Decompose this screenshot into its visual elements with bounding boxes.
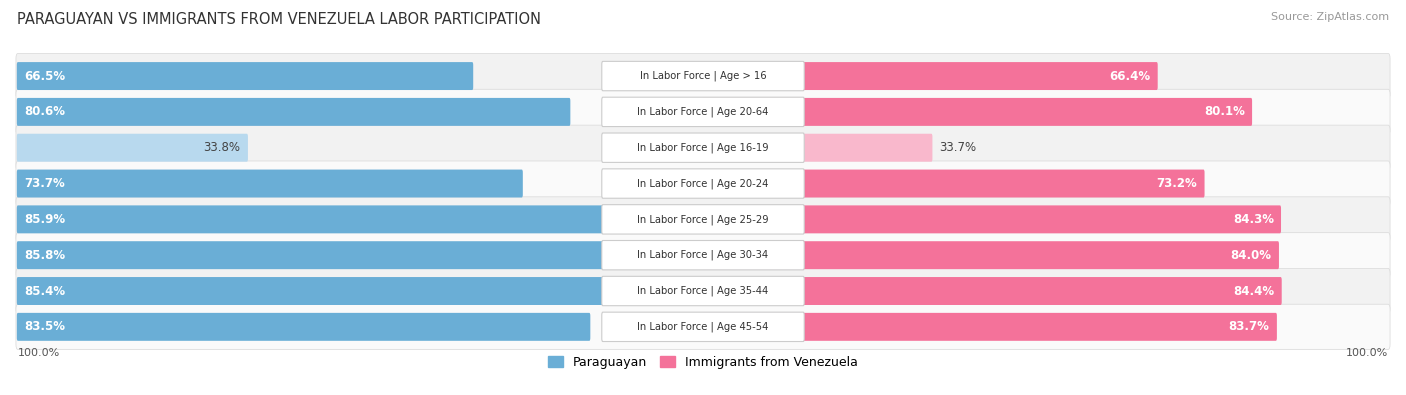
FancyBboxPatch shape bbox=[702, 313, 1277, 341]
Text: In Labor Force | Age > 16: In Labor Force | Age > 16 bbox=[640, 71, 766, 81]
Text: 85.4%: 85.4% bbox=[24, 284, 65, 297]
Text: 100.0%: 100.0% bbox=[1346, 348, 1388, 358]
Text: 100.0%: 100.0% bbox=[18, 348, 60, 358]
Text: 73.7%: 73.7% bbox=[24, 177, 65, 190]
Text: Source: ZipAtlas.com: Source: ZipAtlas.com bbox=[1271, 12, 1389, 22]
Text: 85.9%: 85.9% bbox=[24, 213, 65, 226]
Text: In Labor Force | Age 25-29: In Labor Force | Age 25-29 bbox=[637, 214, 769, 225]
FancyBboxPatch shape bbox=[702, 98, 1253, 126]
Text: 33.7%: 33.7% bbox=[939, 141, 976, 154]
FancyBboxPatch shape bbox=[602, 169, 804, 198]
Text: 73.2%: 73.2% bbox=[1157, 177, 1198, 190]
FancyBboxPatch shape bbox=[15, 89, 1391, 134]
FancyBboxPatch shape bbox=[17, 313, 591, 341]
Text: In Labor Force | Age 35-44: In Labor Force | Age 35-44 bbox=[637, 286, 769, 296]
FancyBboxPatch shape bbox=[602, 97, 804, 126]
Text: 84.0%: 84.0% bbox=[1230, 249, 1271, 262]
Text: 66.4%: 66.4% bbox=[1109, 70, 1150, 83]
Text: In Labor Force | Age 30-34: In Labor Force | Age 30-34 bbox=[637, 250, 769, 260]
FancyBboxPatch shape bbox=[17, 62, 474, 90]
Text: 84.3%: 84.3% bbox=[1233, 213, 1274, 226]
FancyBboxPatch shape bbox=[602, 133, 804, 162]
FancyBboxPatch shape bbox=[602, 276, 804, 306]
FancyBboxPatch shape bbox=[702, 277, 1282, 305]
FancyBboxPatch shape bbox=[702, 134, 932, 162]
FancyBboxPatch shape bbox=[17, 277, 603, 305]
FancyBboxPatch shape bbox=[702, 241, 1279, 269]
FancyBboxPatch shape bbox=[15, 233, 1391, 278]
FancyBboxPatch shape bbox=[602, 205, 804, 234]
FancyBboxPatch shape bbox=[15, 161, 1391, 206]
FancyBboxPatch shape bbox=[17, 169, 523, 198]
Text: 66.5%: 66.5% bbox=[24, 70, 65, 83]
Text: PARAGUAYAN VS IMMIGRANTS FROM VENEZUELA LABOR PARTICIPATION: PARAGUAYAN VS IMMIGRANTS FROM VENEZUELA … bbox=[17, 12, 541, 27]
FancyBboxPatch shape bbox=[15, 125, 1391, 170]
FancyBboxPatch shape bbox=[602, 241, 804, 270]
FancyBboxPatch shape bbox=[15, 304, 1391, 350]
FancyBboxPatch shape bbox=[17, 241, 606, 269]
FancyBboxPatch shape bbox=[702, 205, 1281, 233]
FancyBboxPatch shape bbox=[17, 134, 247, 162]
Text: In Labor Force | Age 20-64: In Labor Force | Age 20-64 bbox=[637, 107, 769, 117]
Text: 80.1%: 80.1% bbox=[1204, 105, 1244, 118]
Text: 83.7%: 83.7% bbox=[1229, 320, 1270, 333]
FancyBboxPatch shape bbox=[15, 269, 1391, 314]
FancyBboxPatch shape bbox=[15, 197, 1391, 242]
FancyBboxPatch shape bbox=[702, 62, 1157, 90]
Text: In Labor Force | Age 16-19: In Labor Force | Age 16-19 bbox=[637, 143, 769, 153]
FancyBboxPatch shape bbox=[15, 53, 1391, 99]
FancyBboxPatch shape bbox=[602, 312, 804, 342]
FancyBboxPatch shape bbox=[17, 205, 607, 233]
Text: 83.5%: 83.5% bbox=[24, 320, 65, 333]
Text: 80.6%: 80.6% bbox=[24, 105, 65, 118]
Text: 84.4%: 84.4% bbox=[1233, 284, 1274, 297]
FancyBboxPatch shape bbox=[17, 98, 571, 126]
Text: 85.8%: 85.8% bbox=[24, 249, 65, 262]
Legend: Paraguayan, Immigrants from Venezuela: Paraguayan, Immigrants from Venezuela bbox=[543, 351, 863, 374]
FancyBboxPatch shape bbox=[602, 61, 804, 91]
FancyBboxPatch shape bbox=[702, 169, 1205, 198]
Text: In Labor Force | Age 45-54: In Labor Force | Age 45-54 bbox=[637, 322, 769, 332]
Text: 33.8%: 33.8% bbox=[204, 141, 240, 154]
Text: In Labor Force | Age 20-24: In Labor Force | Age 20-24 bbox=[637, 178, 769, 189]
